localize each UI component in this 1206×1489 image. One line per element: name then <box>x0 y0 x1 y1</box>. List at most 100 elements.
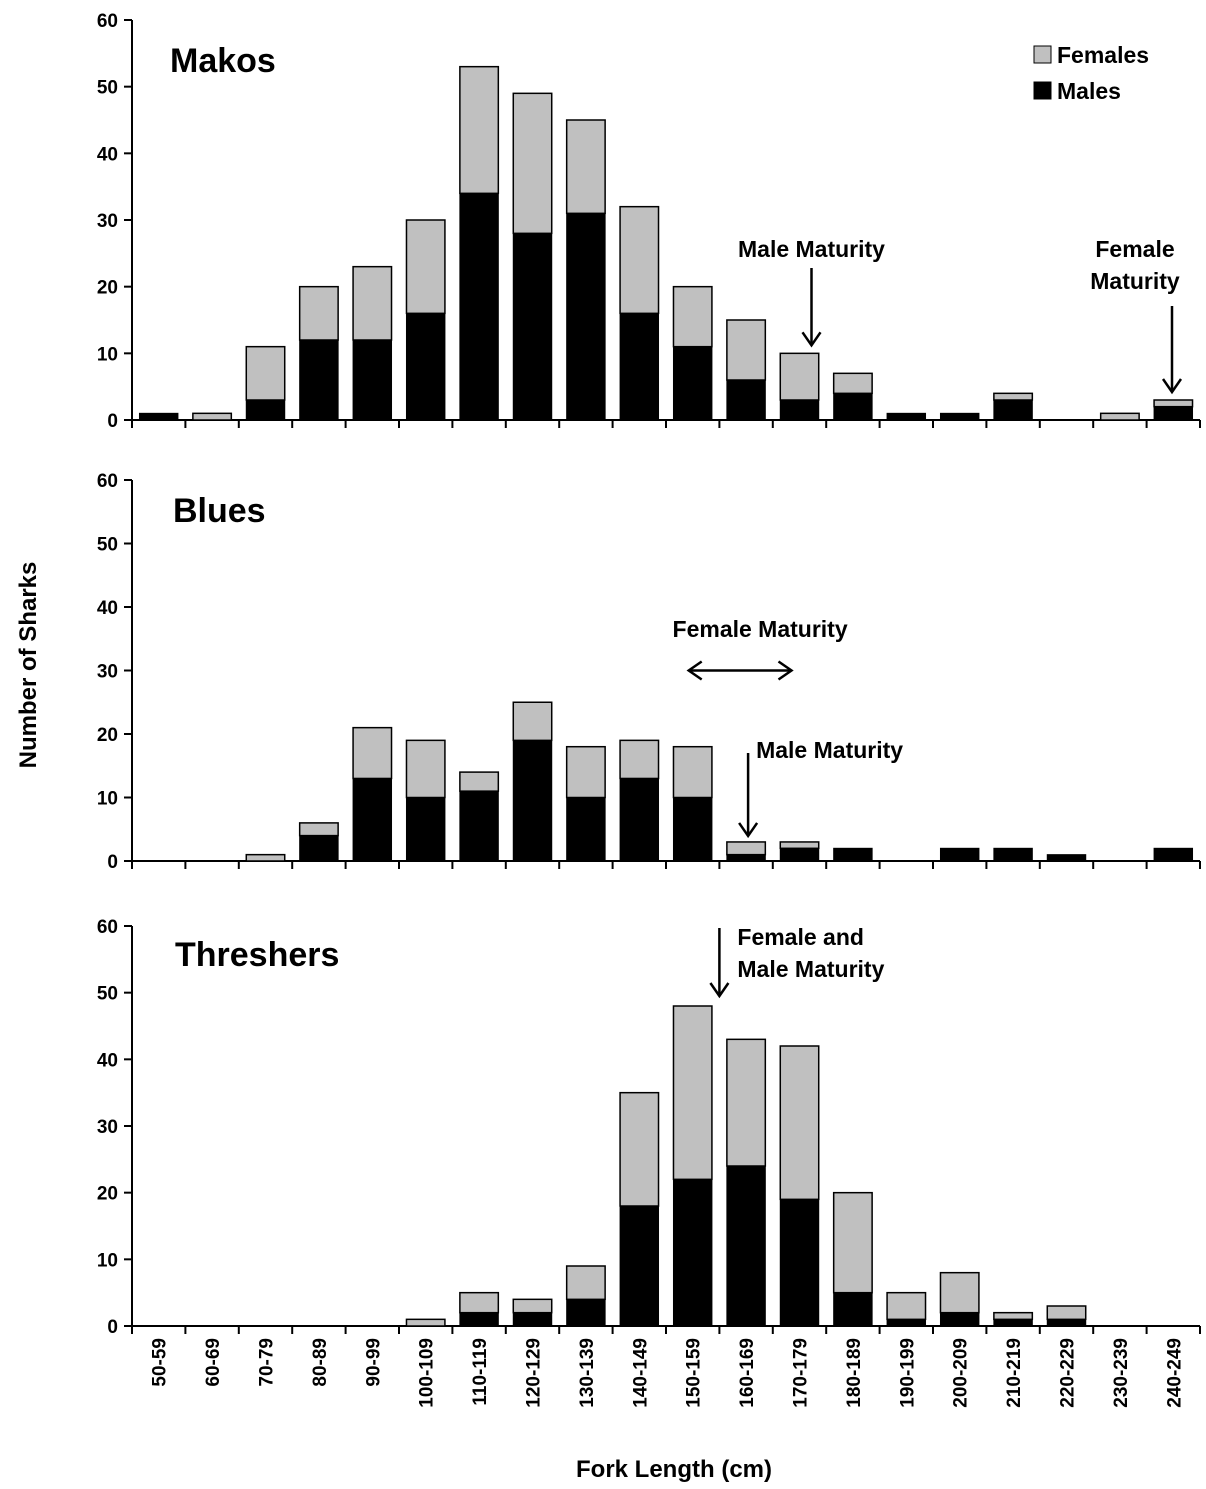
annotation-text: Male Maturity <box>738 236 885 262</box>
bar-females-140-149 <box>619 739 660 780</box>
annotation-text: Female and <box>737 924 864 950</box>
bar-males-210-219 <box>993 1318 1033 1327</box>
bar-males-90-99 <box>352 777 393 862</box>
bar-males-180-189 <box>833 847 873 862</box>
bar-females-90-99 <box>352 265 393 341</box>
bar-males-210-219 <box>993 399 1033 421</box>
bar-males-100-109 <box>405 797 446 862</box>
bar-females-140-149 <box>619 205 660 315</box>
legend-swatch-females <box>1033 45 1052 64</box>
x-category-label: 140-149 <box>630 1338 651 1408</box>
bar-males-80-89 <box>299 835 339 862</box>
bar-males-90-99 <box>352 339 393 421</box>
annotation-arrow-head <box>738 822 759 839</box>
annotation-text: Male Maturity <box>737 956 884 982</box>
bar-females-120-129 <box>512 701 553 742</box>
x-category-label: 180-189 <box>844 1338 865 1408</box>
panel-makos: Makos 0 10 20 30 40 50 60 Male Maturity Female Mat… <box>97 11 1201 432</box>
bar-males-150-159 <box>672 797 713 862</box>
panel-blues: Blues 0 10 20 30 40 50 60 Female Maturity Male Ma… <box>97 471 1201 873</box>
x-category-label: 160-169 <box>737 1338 758 1408</box>
annotation-text: Maturity <box>1090 268 1180 294</box>
x-category-label: 200-209 <box>951 1338 972 1408</box>
bar-males-130-139 <box>566 797 606 862</box>
panels-group: Makos 0 10 20 30 40 50 60 Male Maturity Female Mat… <box>97 11 1201 1338</box>
x-category-label: 230-239 <box>1111 1338 1132 1408</box>
bar-males-240-249 <box>1153 847 1194 862</box>
bar-females-210-219 <box>993 1311 1034 1321</box>
bar-females-100-109 <box>405 219 446 315</box>
y-tick-label: 0 <box>107 1317 118 1338</box>
bar-females-130-139 <box>565 745 606 799</box>
annotation-male-maturity: Male Maturity <box>738 737 903 839</box>
bar-females-90-99 <box>352 726 393 780</box>
y-tick-label: 60 <box>97 917 118 938</box>
x-axis-title: Fork Length (cm) <box>576 1456 772 1483</box>
bar-females-160-169 <box>726 841 767 856</box>
legend-label-males: Males <box>1057 78 1121 104</box>
y-tick-label: 20 <box>97 725 118 746</box>
bar-males-200-209 <box>939 1312 980 1327</box>
bar-males-140-149 <box>619 312 660 421</box>
panel-title: Blues <box>173 492 266 530</box>
x-category-labels: 50-59 60-69 70-79 80-89 90-99 100-109 110-119 1… <box>150 1338 1186 1408</box>
bar-males-160-169 <box>726 854 766 862</box>
annotation-text: Female <box>1095 236 1174 262</box>
y-tick-label: 20 <box>97 1184 118 1205</box>
bar-females-160-169 <box>726 319 767 381</box>
bar-females-220-229 <box>1046 1305 1087 1321</box>
x-category-label: 60-69 <box>203 1338 224 1387</box>
bar-females-70-79 <box>245 853 286 862</box>
bar-females-110-119 <box>459 1291 500 1314</box>
bar-males-130-139 <box>566 212 606 421</box>
bar-males-220-229 <box>1046 1318 1087 1327</box>
bar-males-80-89 <box>299 339 339 421</box>
annotation-female-and-male-maturity: Female and Male Maturity <box>709 924 885 999</box>
bar-males-240-249 <box>1153 406 1194 421</box>
annotation-male-maturity: Male Maturity <box>738 236 885 348</box>
x-category-label: 50-59 <box>150 1338 171 1387</box>
bar-females-210-219 <box>993 392 1034 401</box>
y-tick-label: 20 <box>97 278 118 299</box>
bar-males-220-229 <box>1046 854 1087 862</box>
annotation-arrow-head <box>1161 378 1183 395</box>
bar-females-100-109 <box>405 739 446 799</box>
bar-females-130-139 <box>565 1265 606 1301</box>
bar-females-180-189 <box>832 372 873 395</box>
y-tick-label: 10 <box>97 789 118 810</box>
bar-males-120-129 <box>512 232 553 421</box>
bar-males-210-219 <box>993 847 1033 862</box>
bar-females-240-249 <box>1153 399 1194 408</box>
bar-females-70-79 <box>245 345 286 401</box>
panel-threshers: Threshers 0 10 20 30 40 50 60 Female and Male Mat… <box>97 917 1201 1338</box>
bar-males-70-79 <box>245 399 286 421</box>
bar-males-110-119 <box>459 790 499 862</box>
bar-females-110-119 <box>459 65 500 195</box>
x-category-label: 150-159 <box>684 1338 705 1408</box>
bar-females-60-69 <box>192 412 233 421</box>
y-tick-label: 10 <box>97 344 118 365</box>
bar-females-160-169 <box>726 1038 767 1167</box>
x-category-label: 120-129 <box>524 1338 545 1408</box>
bar-females-170-179 <box>779 841 820 850</box>
x-category-label: 130-139 <box>577 1338 598 1408</box>
annotation-female-maturity: Female Maturity <box>673 616 848 681</box>
x-category-label: 210-219 <box>1004 1338 1025 1408</box>
panel-title: Makos <box>170 42 276 80</box>
bar-males-180-189 <box>833 392 873 421</box>
bar-females-120-129 <box>512 92 553 235</box>
bar-males-100-109 <box>405 312 446 421</box>
bar-females-150-159 <box>672 285 713 348</box>
bar-males-200-209 <box>939 847 980 862</box>
bar-females-150-159 <box>672 745 713 799</box>
bar-males-140-149 <box>619 777 660 862</box>
legend: Females Males <box>1033 42 1149 104</box>
bar-males-190-199 <box>886 412 927 421</box>
bar-females-80-89 <box>298 822 339 837</box>
annotation-arrow-head <box>777 660 794 681</box>
bar-males-150-159 <box>672 1178 713 1327</box>
y-tick-label: 40 <box>97 1050 118 1071</box>
x-category-label: 110-119 <box>470 1338 491 1406</box>
y-tick-label: 50 <box>97 984 118 1005</box>
